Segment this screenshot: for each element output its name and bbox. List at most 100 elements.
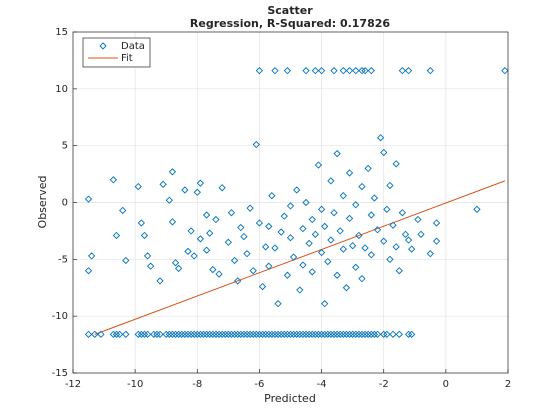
- data-point: [339, 192, 347, 200]
- data-point: [355, 330, 363, 338]
- data-point: [404, 67, 413, 75]
- data-point: [345, 67, 354, 75]
- data-point: [283, 67, 292, 75]
- data-point: [240, 330, 248, 338]
- data-point: [352, 263, 360, 271]
- data-point: [112, 231, 121, 240]
- data-point: [367, 330, 375, 338]
- data-point: [426, 250, 434, 258]
- data-point: [84, 267, 93, 275]
- fit-layer: [94, 180, 506, 335]
- data-point: [215, 270, 223, 278]
- data-point: [321, 222, 329, 231]
- data-point: [358, 182, 366, 191]
- data-points: [84, 67, 509, 338]
- data-point: [404, 330, 413, 338]
- data-point: [156, 277, 164, 285]
- data-point: [184, 330, 192, 338]
- data-point: [330, 330, 338, 338]
- data-point: [262, 330, 270, 338]
- data-point: [345, 330, 354, 338]
- y-tick-label: 15: [55, 27, 68, 38]
- legend-data-label: Data: [121, 41, 145, 52]
- data-point: [162, 330, 170, 338]
- data-point: [91, 330, 99, 338]
- data-point: [265, 222, 273, 231]
- data-point: [84, 195, 93, 203]
- data-point: [115, 330, 124, 338]
- data-point: [193, 188, 201, 196]
- data-point: [137, 219, 145, 227]
- data-point: [355, 231, 363, 240]
- data-point: [404, 236, 413, 244]
- data-point: [265, 262, 273, 270]
- data-point: [230, 330, 239, 338]
- data-point: [268, 330, 276, 338]
- data-point: [165, 330, 173, 338]
- data-point: [311, 67, 319, 75]
- data-point: [398, 67, 406, 75]
- data-point: [187, 330, 195, 338]
- data-point: [293, 186, 301, 194]
- data-point: [193, 330, 201, 338]
- data-point: [271, 67, 279, 75]
- data-point: [380, 330, 388, 338]
- data-point: [317, 330, 326, 338]
- x-tick-label: 0: [443, 379, 449, 390]
- data-point: [156, 330, 164, 338]
- chart-subtitle: Regression, R-Squared: 0.17826: [190, 17, 390, 30]
- data-point: [209, 330, 217, 338]
- data-point: [190, 330, 198, 338]
- data-point: [370, 194, 379, 202]
- data-point: [361, 67, 369, 75]
- data-point: [280, 330, 288, 338]
- data-point: [333, 330, 341, 338]
- y-axis-label: Observed: [36, 176, 49, 229]
- data-point: [215, 330, 223, 338]
- data-point: [171, 259, 180, 267]
- data-point: [184, 247, 192, 256]
- data-point: [380, 148, 388, 157]
- data-point: [137, 330, 145, 338]
- data-point: [311, 230, 319, 238]
- data-point: [218, 184, 226, 192]
- data-point: [299, 261, 307, 269]
- data-point: [140, 330, 149, 338]
- data-point: [392, 160, 400, 168]
- data-point: [246, 330, 254, 338]
- chart-title: Scatter: [267, 4, 313, 17]
- x-axis-label: Predicted: [264, 392, 316, 405]
- x-tick-label: 2: [505, 379, 511, 390]
- data-point: [296, 330, 304, 338]
- data-point: [358, 330, 366, 338]
- data-point: [373, 330, 382, 338]
- legend: Data Fit: [82, 37, 151, 68]
- data-point: [271, 330, 279, 338]
- data-point: [361, 244, 369, 252]
- data-point: [327, 330, 335, 338]
- data-point: [221, 330, 229, 338]
- data-point: [175, 330, 183, 338]
- data-point: [134, 330, 142, 338]
- data-point: [311, 330, 319, 338]
- data-point: [432, 237, 441, 245]
- fit-line: [94, 180, 506, 335]
- data-point: [299, 330, 307, 338]
- data-point: [227, 209, 236, 217]
- data-point: [262, 243, 270, 251]
- data-point: [109, 330, 118, 338]
- data-point: [178, 330, 186, 338]
- data-point: [159, 180, 167, 188]
- data-point: [243, 250, 251, 258]
- data-point: [352, 201, 360, 209]
- data-point: [333, 271, 341, 279]
- data-point: [333, 149, 341, 158]
- data-point: [321, 330, 329, 338]
- data-point: [345, 214, 354, 223]
- data-point: [255, 219, 264, 227]
- data-point: [289, 330, 298, 338]
- data-point: [389, 221, 397, 229]
- data-point: [302, 330, 310, 338]
- data-point: [168, 168, 177, 176]
- data-point: [218, 330, 226, 338]
